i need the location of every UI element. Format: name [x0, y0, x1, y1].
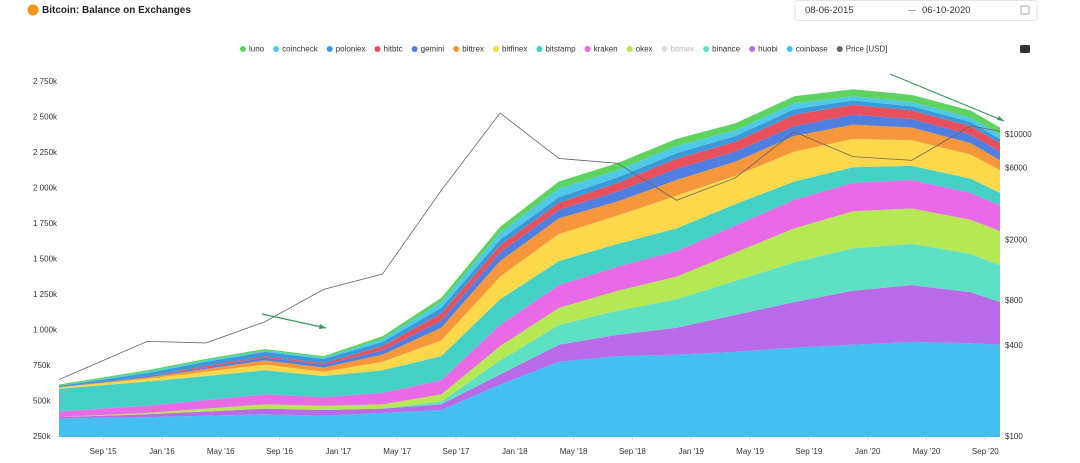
legend-swatch: [326, 46, 333, 52]
legend-swatch: [626, 46, 633, 52]
y2-tick-label: $100: [1005, 432, 1023, 441]
y-tick-label: 250k: [33, 432, 51, 441]
legend-label[interactable]: bitfinex: [502, 45, 527, 54]
legend-swatch: [240, 46, 246, 52]
legend-label[interactable]: binance: [712, 45, 741, 54]
y-tick-label: 1 250k: [33, 290, 58, 299]
x-tick-label: May '18: [560, 447, 588, 456]
plot-area: 250k 500k 750k 1 000k 1 250k 1 500k 1 750k 2 00…: [33, 77, 1032, 456]
x-tick-label: Sep '16: [266, 447, 293, 456]
price-line: [58, 112, 1001, 380]
y-tick-label: 2 500k: [33, 113, 58, 122]
y-tick-label: 1 750k: [33, 219, 58, 228]
y-tick-label: 1 500k: [33, 255, 58, 264]
calendar-icon[interactable]: [1020, 5, 1030, 15]
x-tick-label: May '16: [207, 447, 235, 456]
x-tick-label: Sep '15: [90, 447, 117, 456]
legend-label[interactable]: kraken: [594, 45, 618, 54]
x-tick-label: Sep '20: [972, 447, 999, 456]
date-to[interactable]: 06-10-2020: [922, 5, 971, 16]
y2-tick-label: $400: [1005, 341, 1023, 350]
x-tick-label: Jan '19: [678, 447, 704, 456]
legend-swatch: [584, 46, 591, 52]
arrow-head: [319, 324, 326, 329]
x-tick-label: Jan '17: [326, 447, 352, 456]
trend-arrow: [889, 73, 1005, 122]
area: [59, 341, 1000, 437]
legend-label[interactable]: gemini: [421, 45, 445, 54]
legend-swatch: [453, 46, 460, 52]
y-tick-label: 2 250k: [33, 148, 58, 157]
y-tick-label: 750k: [33, 361, 51, 370]
legend-label[interactable]: Price [USD]: [846, 45, 888, 54]
y-tick-label: 2 000k: [33, 184, 58, 193]
bitcoin-icon: [27, 4, 39, 16]
legend-swatch: [536, 46, 543, 52]
legend-label[interactable]: okex: [636, 45, 653, 54]
legend-label[interactable]: bitstamp: [545, 45, 576, 54]
area: [59, 138, 1000, 389]
x-tick-label: Sep '17: [443, 447, 470, 456]
legend-swatch: [661, 46, 668, 52]
y-tick-label: 1 000k: [33, 326, 58, 335]
legend-swatch: [749, 46, 756, 52]
legend: luno coincheck poloniex hitbtc gemini bittrex…: [240, 45, 888, 54]
x-tick-label: May '17: [383, 447, 411, 456]
x-tick-label: Jan '20: [855, 447, 881, 456]
area: [59, 243, 1000, 418]
area: [59, 208, 1000, 418]
x-tick-label: Sep '18: [619, 447, 646, 456]
legend-label[interactable]: luno: [249, 45, 265, 54]
legend-swatch: [703, 46, 710, 52]
trend-arrow: [261, 313, 327, 329]
legend-label[interactable]: huobi: [758, 45, 778, 54]
y-tick-label: 500k: [33, 397, 51, 406]
x-tick-label: Jan '18: [502, 447, 528, 456]
legend-label[interactable]: hitbtc: [384, 45, 403, 54]
legend-swatch: [273, 46, 280, 52]
area: [59, 180, 1000, 418]
legend-swatch: [836, 46, 843, 52]
legend-swatch: [411, 46, 418, 52]
date-from[interactable]: 08-06-2015: [805, 5, 854, 16]
legend-label[interactable]: bittrex: [462, 45, 484, 54]
legend-label[interactable]: bitmex: [671, 45, 695, 54]
chart-title: Bitcoin: Balance on Exchanges: [42, 5, 191, 16]
area: [59, 165, 1000, 412]
x-tick-label: May '20: [913, 447, 941, 456]
arrow-head: [997, 116, 1004, 121]
legend-swatch: [374, 46, 381, 52]
y2-tick-label: $10000: [1005, 130, 1032, 139]
x-tick-label: Jan '16: [149, 447, 175, 456]
x-tick-label: Sep '19: [795, 447, 822, 456]
x-tick-label: May '19: [736, 447, 764, 456]
legend-label[interactable]: coincheck: [282, 45, 319, 54]
legend-label[interactable]: poloniex: [336, 45, 366, 54]
y2-tick-label: $6000: [1005, 164, 1028, 173]
camera-icon[interactable]: [1020, 45, 1030, 53]
y2-tick-label: $800: [1005, 296, 1023, 305]
area: [59, 285, 1000, 419]
y2-tick-label: $2000: [1005, 236, 1028, 245]
y-tick-label: 2 750k: [33, 77, 58, 86]
legend-label[interactable]: coinbase: [796, 45, 829, 54]
legend-swatch: [493, 46, 500, 52]
legend-swatch: [786, 46, 793, 52]
